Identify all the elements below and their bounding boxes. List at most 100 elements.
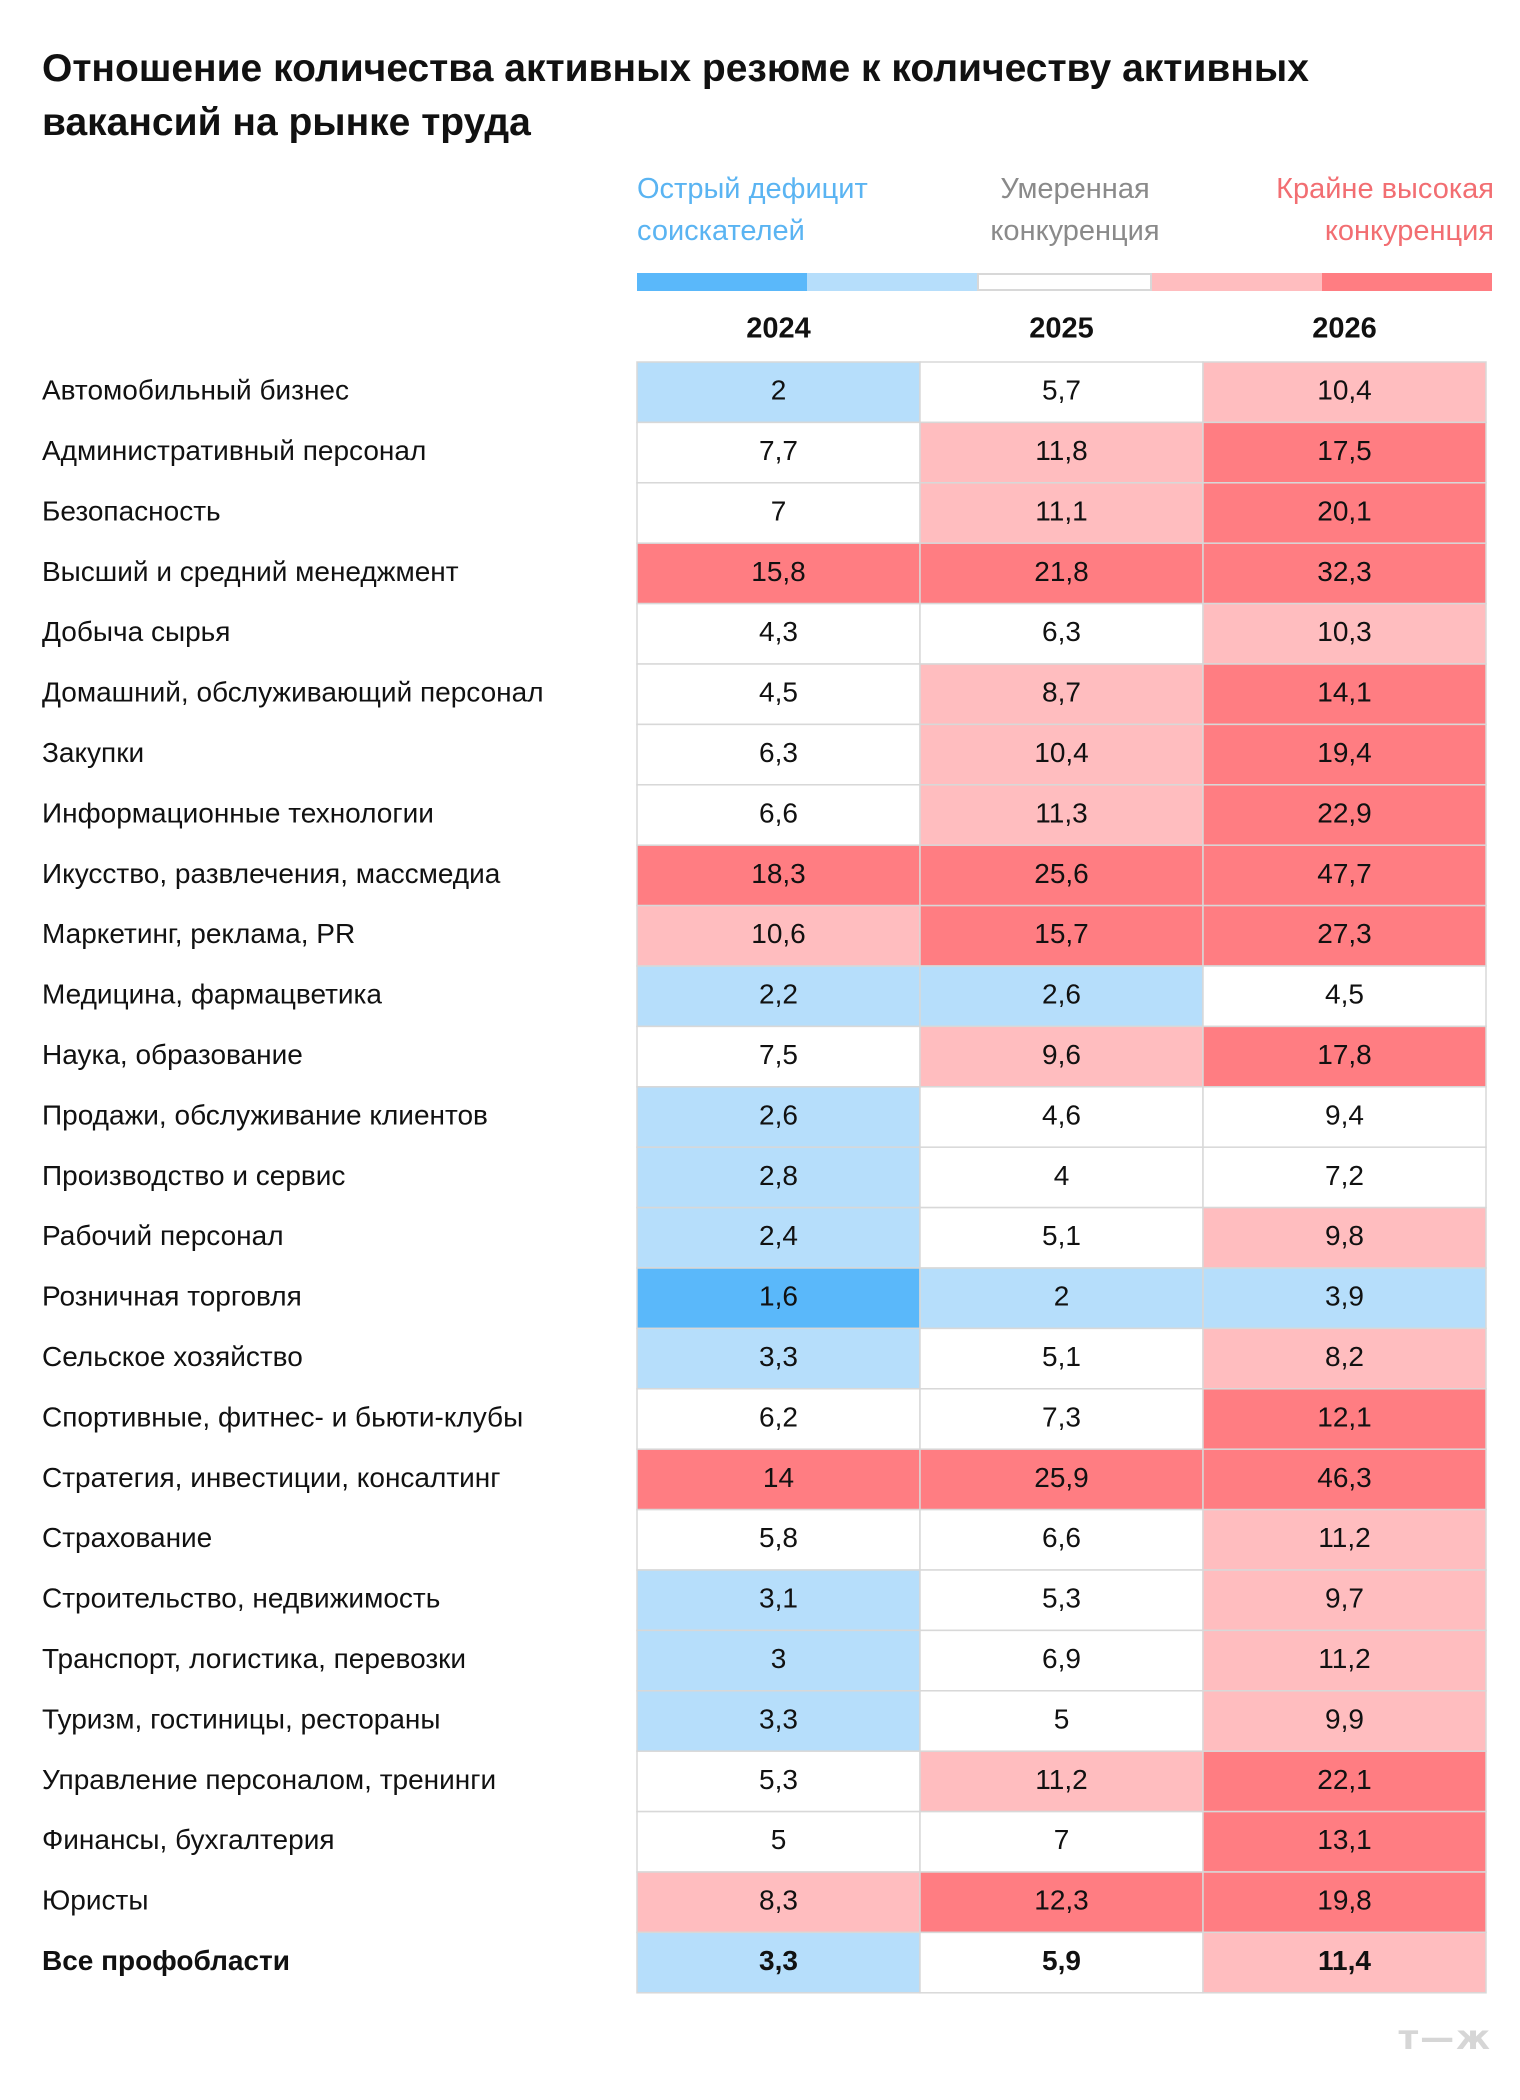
heatmap-cell <box>636 663 921 726</box>
cell-value: 18,3 <box>751 858 806 889</box>
cell-value: 17,8 <box>1317 1039 1372 1070</box>
heatmap-cell <box>1202 1206 1487 1269</box>
cell-value: 1,6 <box>759 1281 798 1312</box>
row-label: Финансы, бухгалтерия <box>42 1824 335 1855</box>
cell-value: 14,1 <box>1317 677 1372 708</box>
row-label: Стратегия, инвестиции, консалтинг <box>42 1462 500 1493</box>
legend-low-line2: соискателей <box>637 215 805 247</box>
heatmap-cell <box>1202 723 1487 786</box>
heatmap-cell <box>636 1810 921 1873</box>
heatmap-cell <box>1202 1267 1487 1330</box>
heatmap-cell <box>1202 663 1487 726</box>
heatmap-cell <box>1202 1327 1487 1390</box>
cell-value: 4 <box>1054 1160 1070 1191</box>
cell-value: 2 <box>1054 1281 1070 1312</box>
row-label: Управление персоналом, тренинги <box>42 1764 496 1795</box>
cell-value: 6,6 <box>1042 1522 1081 1553</box>
cell-value: 4,6 <box>1042 1099 1081 1130</box>
cell-value: 5 <box>1054 1703 1070 1734</box>
legend-scale-segment-2 <box>977 273 1152 291</box>
cell-value: 4,5 <box>1325 979 1364 1010</box>
cell-value: 7,7 <box>759 435 798 466</box>
heatmap-cell <box>636 1448 921 1511</box>
legend-high-line1: Крайне высокая <box>1276 173 1494 205</box>
cell-value: 27,3 <box>1317 918 1372 949</box>
cell-value: 5 <box>771 1824 787 1855</box>
row-label: Закупки <box>42 737 144 768</box>
heatmap-cell <box>636 542 921 605</box>
heatmap-cell <box>919 1327 1204 1390</box>
column-header-2026: 2026 <box>1312 313 1377 345</box>
cell-value: 15,7 <box>1034 918 1089 949</box>
chart-title: Отношение количества активных резюме к к… <box>42 47 1309 144</box>
row-label: Домашний, обслуживающий персонал <box>42 677 544 708</box>
row-label: Юристы <box>42 1885 148 1916</box>
cell-value: 15,8 <box>751 556 806 587</box>
row-label: Спортивные, фитнес- и бьюти-клубы <box>42 1401 523 1432</box>
cell-value: 25,9 <box>1034 1462 1089 1493</box>
row-label: Автомобильный бизнес <box>42 375 349 406</box>
cell-value: 32,3 <box>1317 556 1372 587</box>
cell-value: 12,1 <box>1317 1401 1372 1432</box>
cell-value: 2,6 <box>1042 979 1081 1010</box>
cell-value: 5,3 <box>1042 1583 1081 1614</box>
heatmap-cell <box>636 904 921 967</box>
column-header-2024: 2024 <box>746 313 811 345</box>
heatmap-cell <box>636 965 921 1028</box>
row-label: Рабочий персонал <box>42 1220 284 1251</box>
cell-value: 46,3 <box>1317 1462 1372 1493</box>
heatmap-cell <box>1202 361 1487 424</box>
cell-value: 6,3 <box>1042 616 1081 647</box>
heatmap-cell <box>1202 1931 1487 1994</box>
cell-value: 21,8 <box>1034 556 1089 587</box>
heatmap-cell <box>636 1569 921 1632</box>
cell-value: 5,3 <box>759 1764 798 1795</box>
cell-value: 7,5 <box>759 1039 798 1070</box>
heatmap-cell <box>1202 1871 1487 1934</box>
row-label: Наука, образование <box>42 1039 303 1070</box>
cell-value: 17,5 <box>1317 435 1372 466</box>
heatmap-cell <box>1202 1629 1487 1692</box>
cell-value: 22,1 <box>1317 1764 1372 1795</box>
row-label: Продажи, обслуживание клиентов <box>42 1099 488 1130</box>
cell-value: 5,1 <box>1042 1341 1081 1372</box>
heatmap-cell <box>919 723 1204 786</box>
cell-value: 4,5 <box>759 677 798 708</box>
cell-value: 7 <box>771 495 787 526</box>
cell-value: 5,9 <box>1042 1945 1081 1976</box>
cell-value: 3,1 <box>759 1583 798 1614</box>
cell-value: 2,2 <box>759 979 798 1010</box>
cell-value: 11,3 <box>1035 797 1087 828</box>
cell-value: 22,9 <box>1317 797 1372 828</box>
cell-value: 2,4 <box>759 1220 798 1251</box>
cell-value: 11,8 <box>1035 435 1087 466</box>
cell-value: 5,7 <box>1042 375 1081 406</box>
heatmap-cell <box>1202 1146 1487 1209</box>
row-label: Транспорт, логистика, перевозки <box>42 1643 466 1674</box>
cell-value: 13,1 <box>1317 1824 1372 1855</box>
legend-low-label: Острый дефицит соискателей <box>637 168 868 252</box>
row-label: Розничная торговля <box>42 1281 302 1312</box>
row-label: Медицина, фармацветика <box>42 979 382 1010</box>
cell-value: 2,8 <box>759 1160 798 1191</box>
cell-value: 2 <box>771 375 787 406</box>
legend-scale-segment-4 <box>1321 273 1493 291</box>
heatmap-cell <box>919 1508 1204 1571</box>
heatmap-cell <box>919 1267 1204 1330</box>
heatmap-cell <box>919 1388 1204 1450</box>
heatmap-cell <box>1202 421 1487 484</box>
heatmap-cell <box>919 1871 1204 1934</box>
cell-value: 9,6 <box>1042 1039 1081 1070</box>
cell-value: 5,1 <box>1042 1220 1081 1251</box>
heatmap-cell <box>919 602 1204 665</box>
cell-value: 7,2 <box>1325 1160 1364 1191</box>
heatmap-cell <box>919 904 1204 967</box>
cell-value: 8,7 <box>1042 677 1081 708</box>
cell-value: 6,2 <box>759 1401 798 1432</box>
heatmap-cell <box>636 1267 921 1330</box>
heatmap-cell <box>636 1146 921 1209</box>
heatmap-cell <box>919 663 1204 726</box>
heatmap-cell <box>636 1871 921 1934</box>
legend-high-line2: конкуренция <box>1324 215 1494 247</box>
cell-value: 10,6 <box>751 918 806 949</box>
